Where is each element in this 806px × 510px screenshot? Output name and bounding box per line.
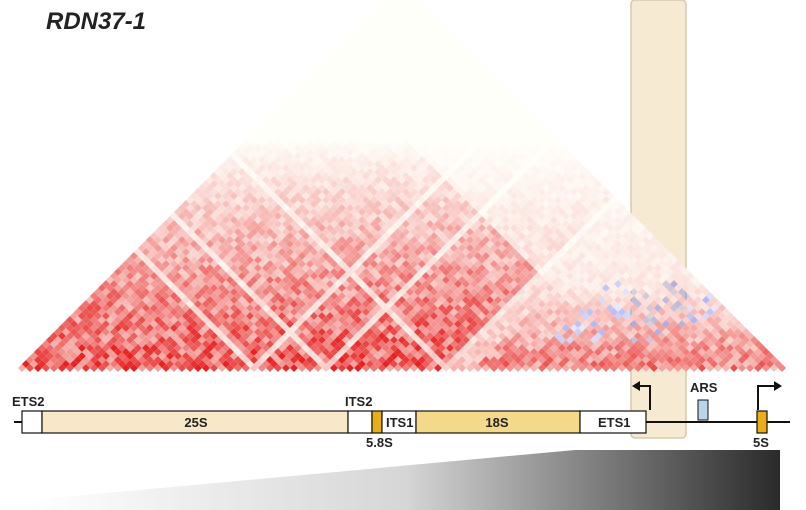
promoter-arrow-right bbox=[757, 385, 774, 410]
figure-title: RDN37-1 bbox=[46, 8, 147, 35]
label-ets1: ETS1 bbox=[598, 415, 631, 430]
label-25s: 25S bbox=[184, 415, 207, 430]
label-its2: ITS2 bbox=[345, 394, 372, 409]
promoter-arrow-right-head bbox=[774, 381, 782, 391]
label-18s: 18S bbox=[485, 415, 508, 430]
label-ars: ARS bbox=[690, 380, 718, 395]
5-8s-box bbox=[371, 410, 383, 434]
label-5-8s: 5.8S bbox=[366, 435, 393, 450]
its2-box bbox=[347, 410, 373, 434]
ets2-box bbox=[21, 410, 43, 434]
label-its1: ITS1 bbox=[386, 415, 413, 430]
heatmap-cell bbox=[386, 0, 394, 4]
gradient-wedge bbox=[30, 450, 780, 510]
heatmap-cell bbox=[410, 0, 418, 4]
heatmap-cell bbox=[402, 0, 410, 4]
heatmap-cell bbox=[394, 0, 402, 4]
label-ets2: ETS2 bbox=[12, 394, 45, 409]
ars-box bbox=[697, 399, 709, 421]
highlight-band bbox=[630, 0, 687, 439]
label-5s: 5S bbox=[753, 435, 769, 450]
contact-heatmap bbox=[18, 0, 786, 372]
5s-box bbox=[756, 410, 768, 434]
